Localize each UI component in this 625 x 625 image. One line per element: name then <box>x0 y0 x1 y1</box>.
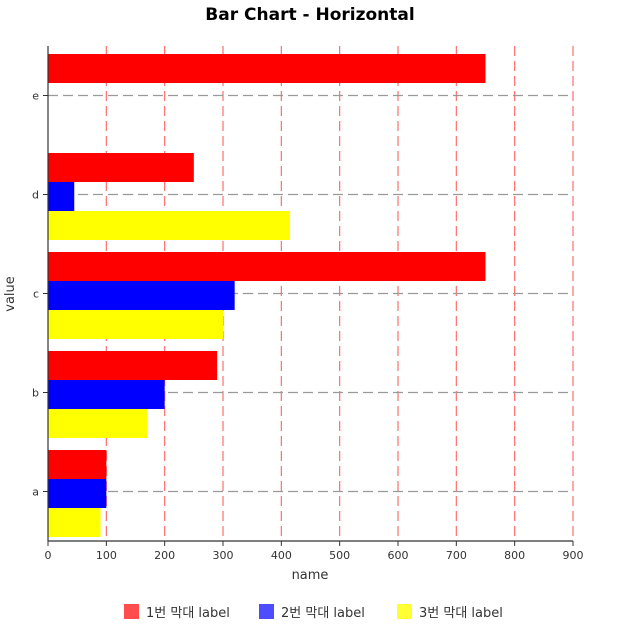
x-tick-label-500: 500 <box>329 549 350 562</box>
legend-swatch-1 <box>124 604 139 619</box>
legend-swatch-3 <box>397 604 412 619</box>
y-tick-label-c: c <box>33 288 39 301</box>
bar-a-series-1 <box>48 450 107 479</box>
bar-d-series-3 <box>48 211 291 240</box>
bar-b-series-1 <box>48 351 218 380</box>
x-tick-label-0: 0 <box>45 549 52 562</box>
chart-title: Bar Chart - Horizontal <box>205 5 414 25</box>
legend-label-1: 1번 막대 label <box>146 606 230 621</box>
bar-b-series-3 <box>48 409 148 438</box>
bar-a-series-3 <box>48 508 101 537</box>
x-tick-label-700: 700 <box>446 549 467 562</box>
legend-swatch-2 <box>259 604 274 619</box>
x-tick-label-900: 900 <box>563 549 584 562</box>
bar-c-series-2 <box>48 281 235 310</box>
axes: 0 100 200 300 400 500 600 700 800 900 a b c d e <box>32 46 584 562</box>
bar-a-series-2 <box>48 479 107 508</box>
x-tick-label-800: 800 <box>504 549 525 562</box>
y-axis-title: value <box>3 276 18 312</box>
legend: 1번 막대 label 2번 막대 label 3번 막대 label <box>124 604 503 621</box>
y-tick-label-e: e <box>32 90 39 103</box>
x-tick-label-400: 400 <box>271 549 292 562</box>
bar-e-series-1 <box>48 54 486 83</box>
bars <box>48 54 486 537</box>
bar-d-series-2 <box>48 182 75 211</box>
x-tick-label-600: 600 <box>388 549 409 562</box>
bar-c-series-3 <box>48 310 223 339</box>
y-tick-label-a: a <box>32 486 39 499</box>
x-tick-label-300: 300 <box>213 549 234 562</box>
y-tick-label-d: d <box>32 189 39 202</box>
bar-d-series-1 <box>48 153 194 182</box>
bar-c-series-1 <box>48 252 486 281</box>
legend-label-3: 3번 막대 label <box>419 606 503 621</box>
legend-label-2: 2번 막대 label <box>281 606 365 621</box>
y-tick-label-b: b <box>32 387 39 400</box>
grid <box>48 46 574 541</box>
bar-b-series-2 <box>48 380 165 409</box>
x-tick-label-100: 100 <box>96 549 117 562</box>
x-axis-title: name <box>292 568 329 583</box>
x-tick-label-200: 200 <box>154 549 175 562</box>
